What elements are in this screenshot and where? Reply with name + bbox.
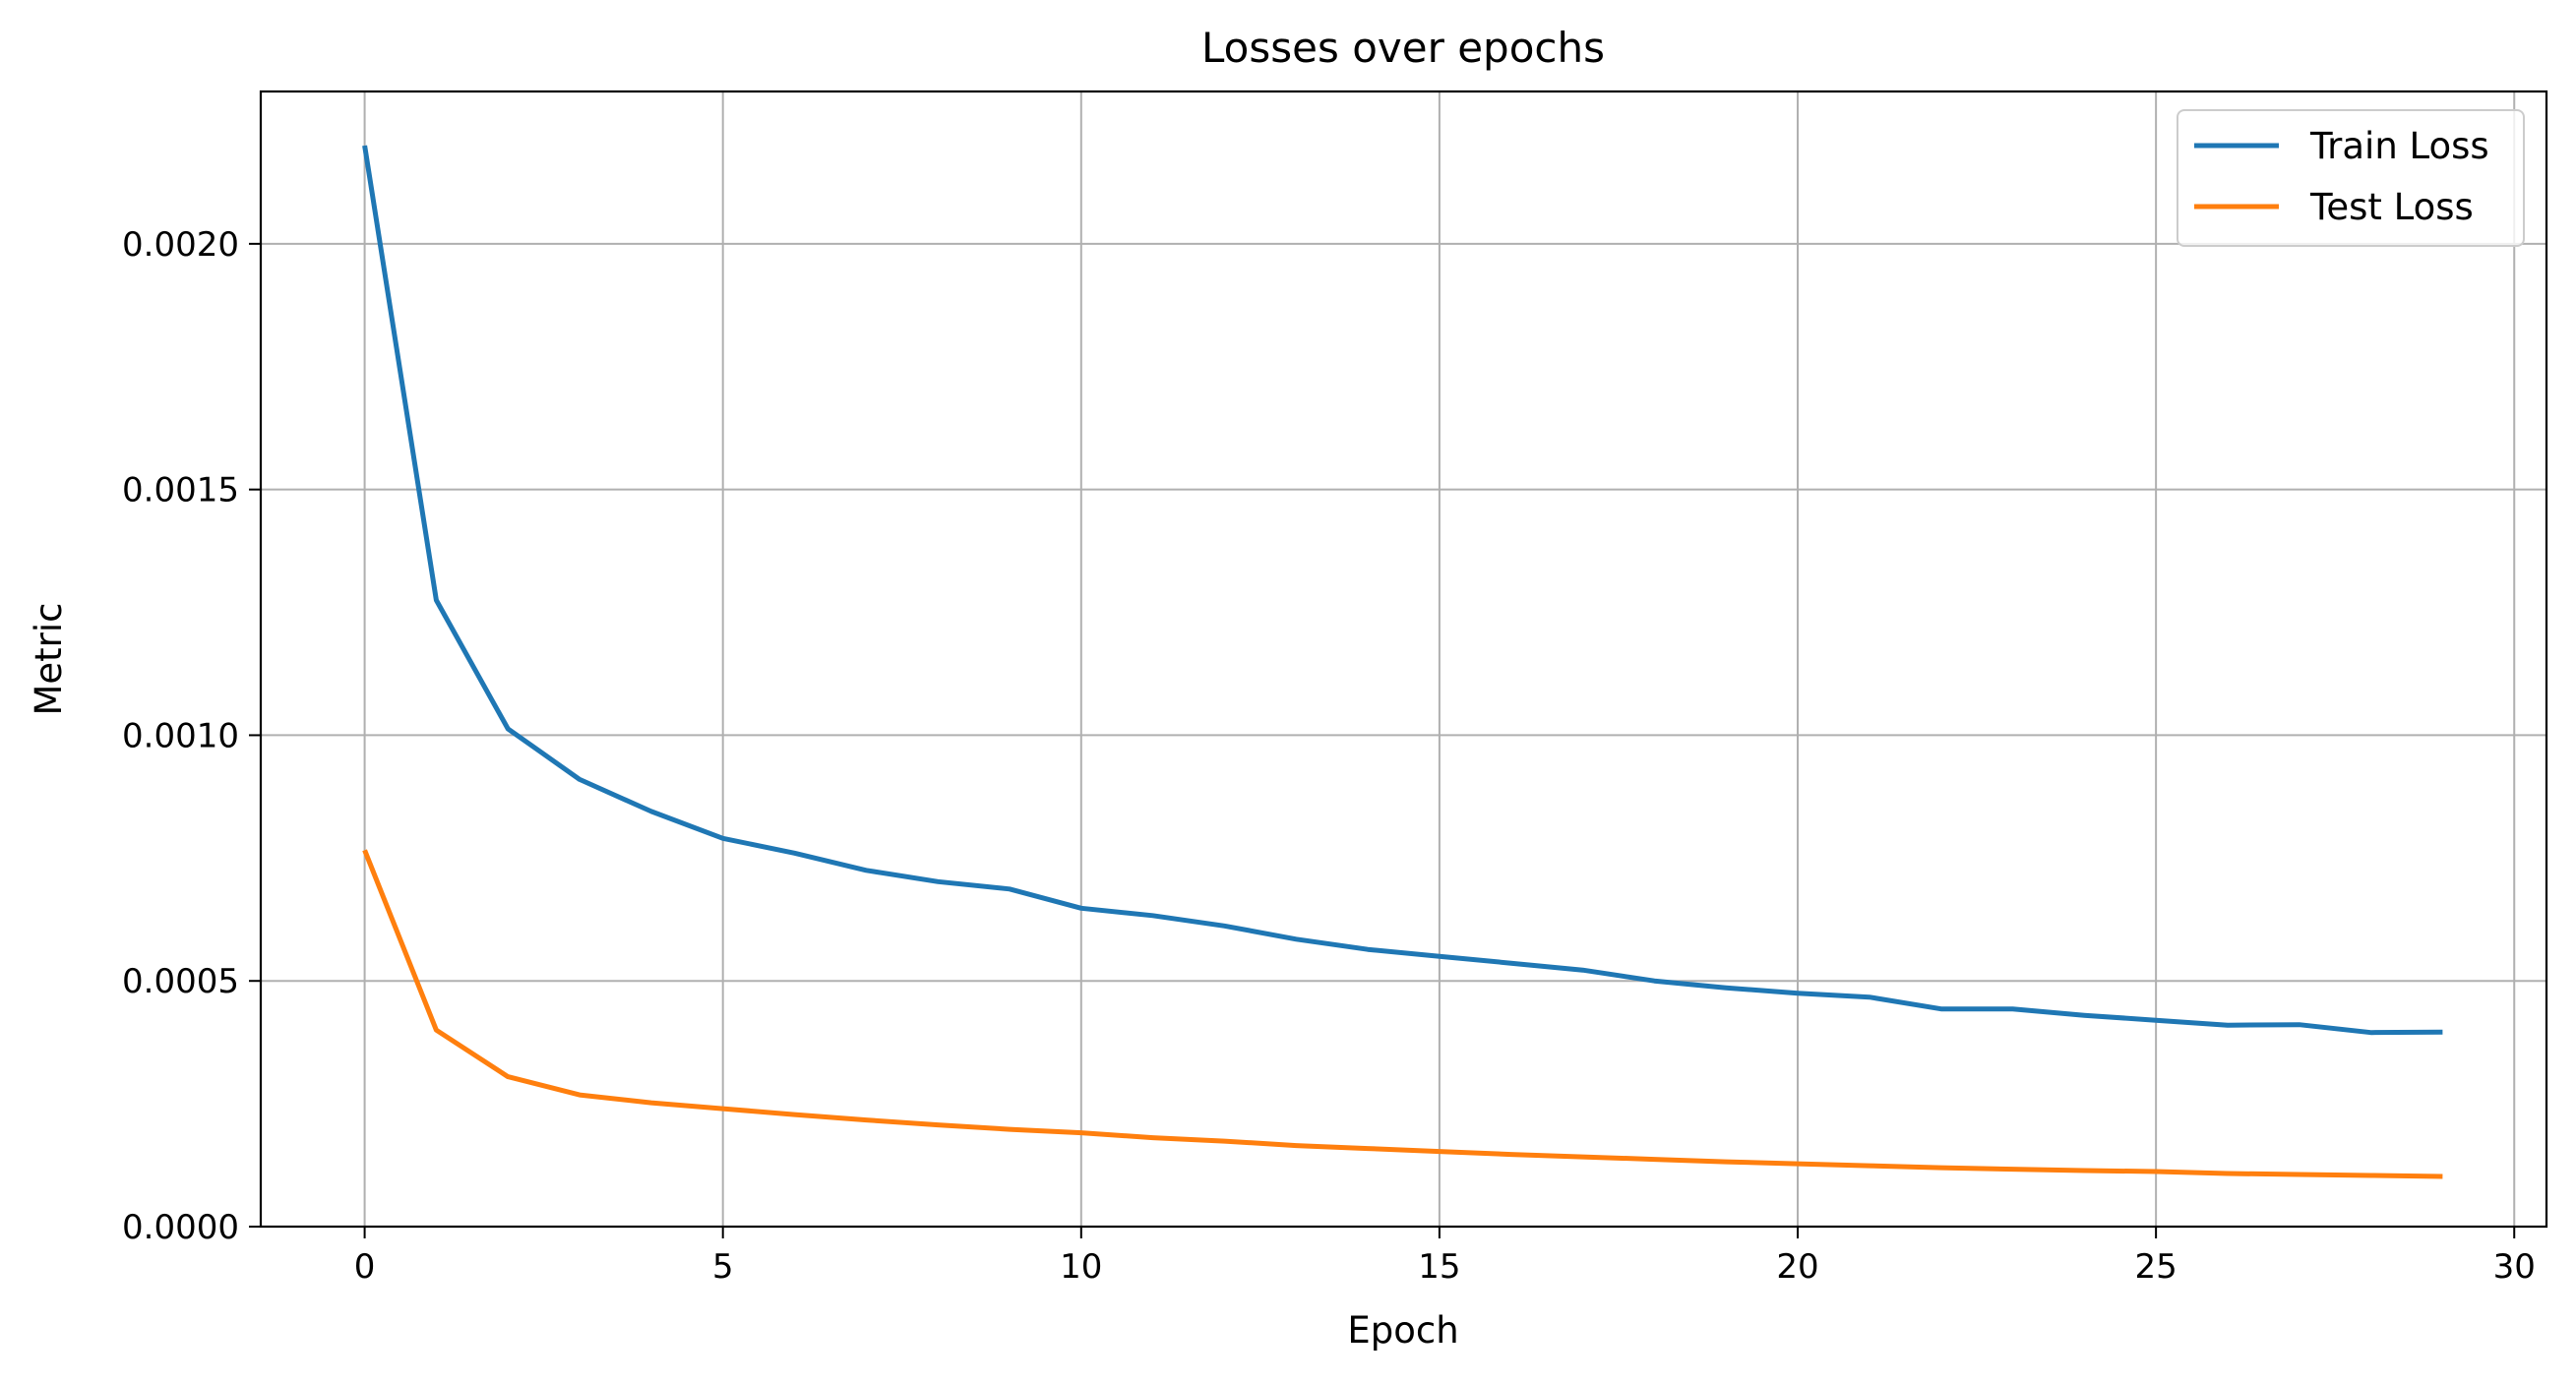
y-tick-label-0.0015: 0.0015 [122, 471, 239, 511]
x-tick-label-30: 30 [2493, 1247, 2536, 1287]
y-tick-label-0.0005: 0.0005 [122, 962, 239, 1001]
y-tick-label-0.0020: 0.0020 [122, 225, 239, 265]
plot-frame [259, 90, 2548, 1229]
x-tick-label-20: 20 [1776, 1247, 1818, 1287]
x-axis-label: Epoch [1347, 1309, 1458, 1352]
legend: Train Loss Test Loss [2177, 109, 2525, 247]
x-tick-label-15: 15 [1418, 1247, 1460, 1287]
ticks: 0 5 10 15 20 25 30 0.0000 0.0005 0.0010 0.0015 0.00… [122, 225, 2536, 1287]
series-line-test-loss [362, 849, 2443, 1179]
legend-label-train-loss: Train Loss [2309, 125, 2489, 167]
series-line-train-loss [362, 145, 2443, 1036]
y-tick-label-0.0000: 0.0000 [122, 1208, 239, 1247]
x-tick-label-10: 10 [1060, 1247, 1102, 1287]
x-tick-label-5: 5 [712, 1247, 734, 1287]
y-axis-label: Metric [28, 602, 70, 715]
plot-lines [362, 145, 2443, 1179]
y-tick-label-0.0010: 0.0010 [122, 716, 239, 755]
legend-label-test-loss: Test Loss [2309, 186, 2474, 228]
chart-title: Losses over epochs [1201, 24, 1605, 72]
x-tick-label-0: 0 [354, 1247, 376, 1287]
x-tick-label-25: 25 [2134, 1247, 2177, 1287]
